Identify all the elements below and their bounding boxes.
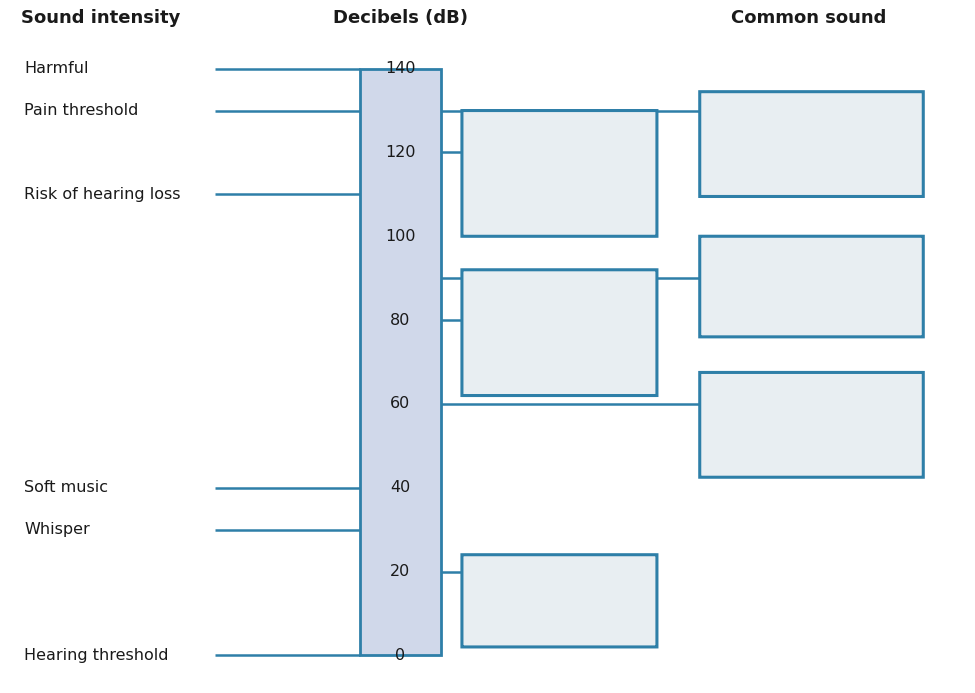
FancyBboxPatch shape [700,236,923,337]
Text: 120: 120 [385,145,415,160]
Text: Risk of hearing loss: Risk of hearing loss [24,187,181,202]
Text: Pain threshold: Pain threshold [24,103,138,118]
Text: 100: 100 [385,229,415,244]
Text: 20: 20 [390,564,410,579]
Text: Harmful: Harmful [24,61,89,76]
Text: Decibels (dB): Decibels (dB) [332,9,468,27]
Text: Sound intensity: Sound intensity [20,9,180,27]
Text: 140: 140 [385,61,415,76]
FancyBboxPatch shape [462,554,657,647]
FancyBboxPatch shape [462,111,657,236]
Text: Soft music: Soft music [24,480,108,495]
Text: 0: 0 [395,648,406,663]
FancyBboxPatch shape [462,270,657,396]
Text: Whisper: Whisper [24,522,90,537]
Text: 60: 60 [390,396,410,412]
Text: Common sound: Common sound [731,9,887,27]
FancyBboxPatch shape [700,91,923,197]
FancyBboxPatch shape [360,69,441,656]
Text: 80: 80 [390,313,410,328]
Text: 40: 40 [390,480,410,495]
Text: Hearing threshold: Hearing threshold [24,648,169,663]
FancyBboxPatch shape [700,372,923,477]
